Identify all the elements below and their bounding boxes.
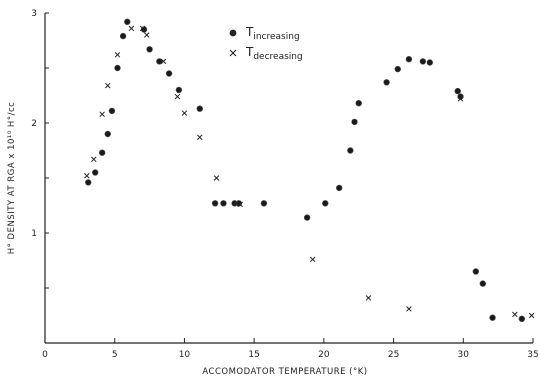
data-point-increasing [175, 86, 183, 94]
y-tick-label: 2 [31, 119, 37, 129]
data-point-decreasing [174, 93, 181, 100]
data-point-decreasing [213, 175, 220, 181]
data-point-increasing [211, 200, 219, 207]
data-point-increasing [479, 280, 487, 287]
data-point-decreasing-stroke [512, 311, 518, 318]
data-point-increasing [489, 314, 496, 321]
x-tick-label: 0 [42, 350, 48, 360]
x-axis-title: ACCOMODATOR TEMPERATURE (°K) [202, 367, 367, 377]
legend-symbol-increasing: T [245, 25, 254, 39]
data-point-decreasing-stroke [309, 256, 316, 263]
data-point-decreasing [197, 134, 203, 141]
data-point-increasing [351, 118, 358, 126]
data-point-increasing [322, 200, 329, 207]
data-point-decreasing [181, 110, 188, 116]
data-point-increasing [114, 64, 121, 72]
x-tick-label: 30 [458, 350, 470, 360]
data-point-decreasing [128, 25, 135, 32]
data-point-decreasing [114, 52, 121, 58]
data-point-decreasing [237, 201, 243, 208]
ticks: 0 5 10 15 20 25 30 35 1 2 3 [31, 9, 538, 360]
data-point-increasing [426, 59, 434, 66]
data-point-increasing [124, 18, 131, 25]
data-point-increasing [108, 107, 116, 115]
data-point-decreasing [84, 173, 90, 179]
data-point-increasing [85, 179, 92, 186]
x-tick-label: 25 [388, 350, 399, 360]
data-point-increasing [518, 315, 526, 322]
x-tick-label: 20 [318, 350, 330, 360]
data-point-increasing [347, 147, 354, 154]
data-point-decreasing [512, 311, 518, 318]
data-point-increasing [260, 200, 268, 207]
data-point-decreasing [139, 25, 146, 32]
data-point-decreasing-stroke [139, 25, 146, 32]
data-point-decreasing-stroke [237, 201, 243, 208]
data-point-decreasing-stroke [213, 175, 220, 181]
data-point-decreasing-stroke [197, 134, 203, 141]
data-point-decreasing-stroke [365, 295, 372, 301]
data-point-decreasing-stroke [406, 306, 412, 312]
y-tick-label: 3 [31, 9, 37, 19]
data-point-increasing [335, 184, 343, 192]
data-point-increasing [355, 99, 362, 107]
data-point-decreasing [457, 96, 464, 102]
data-point-decreasing-stroke [457, 96, 464, 102]
data-point-increasing [394, 65, 401, 73]
data-point-increasing [119, 32, 127, 40]
data-point-decreasing [104, 82, 111, 89]
data-point-decreasing-stroke [128, 25, 135, 32]
data-point-decreasing [528, 312, 535, 319]
data-point-decreasing [99, 111, 105, 117]
data-point-decreasing [160, 58, 167, 65]
x-tick-label: 15 [248, 350, 259, 360]
data-point-increasing [303, 214, 311, 221]
data-point-increasing [91, 169, 99, 176]
data-point-increasing [104, 130, 111, 138]
data-point-increasing [196, 105, 203, 112]
data-point-increasing [454, 87, 461, 95]
legend-subscript-increasing: increasing [253, 32, 299, 42]
data-point-decreasing [365, 295, 372, 301]
data-point-increasing [220, 200, 227, 207]
data-point-decreasing-stroke [144, 32, 150, 38]
data-point-decreasing [144, 32, 150, 38]
data-point-increasing [156, 58, 163, 65]
data-point-increasing [383, 79, 390, 86]
data-point-increasing [146, 46, 153, 53]
data-point-increasing [405, 55, 413, 63]
data-point-increasing [419, 58, 427, 65]
legend-marker-decreasing [229, 49, 237, 57]
x-tick-label: 5 [112, 350, 118, 360]
legend-subscript-decreasing: decreasing [253, 52, 302, 62]
data-points [84, 18, 535, 322]
data-point-increasing [165, 70, 173, 77]
data-point-increasing [98, 149, 106, 156]
data-point-decreasing [309, 256, 316, 263]
legend-label-increasing: Tincreasing [245, 25, 300, 42]
data-point-decreasing-stroke [84, 173, 90, 179]
data-point-decreasing-stroke [528, 312, 535, 319]
legend-label-decreasing: Tdecreasing [245, 45, 303, 62]
legend-symbol-decreasing: T [245, 45, 254, 59]
data-point-increasing [472, 268, 480, 275]
legend-marker-increasing [229, 29, 237, 37]
data-point-decreasing-stroke [160, 58, 167, 65]
y-tick-label: 1 [31, 229, 37, 239]
data-point-decreasing [91, 156, 97, 163]
data-point-decreasing-stroke [99, 111, 105, 117]
axes [44, 13, 533, 344]
data-point-decreasing-stroke [174, 93, 181, 100]
data-point-decreasing [406, 306, 412, 312]
x-tick-label: 35 [527, 350, 538, 360]
data-point-decreasing-stroke [181, 110, 188, 116]
data-point-decreasing-stroke [91, 156, 97, 163]
data-point-decreasing-stroke [114, 52, 121, 58]
y-axis-title: H° DENSITY AT RGA x 10¹⁰ H°/cc [7, 102, 17, 255]
x-tick-label: 10 [179, 350, 191, 360]
legend: Tincreasing Tdecreasing [229, 25, 303, 62]
data-point-decreasing-stroke [104, 82, 111, 89]
